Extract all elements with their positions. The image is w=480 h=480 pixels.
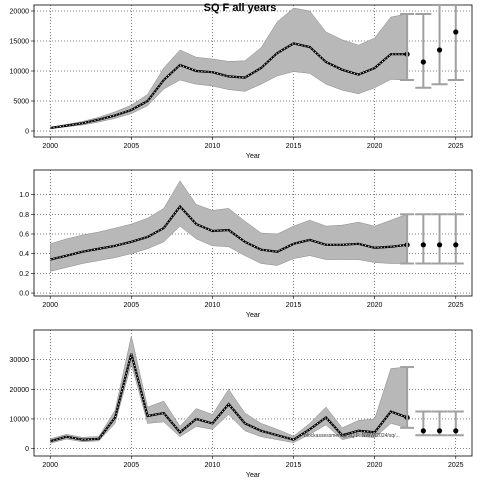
y-tick-label: 0.4 [19,251,29,258]
y-tick-label: 0.6 [19,231,29,238]
x-tick-label: 2000 [42,143,58,150]
x-axis-label: Year [246,472,261,479]
x-tick-label: 2010 [205,143,221,150]
projection-point [453,428,459,434]
y-tick-label: 15000 [10,39,30,46]
x-tick-label: 2015 [286,143,302,150]
y-tick-label: 0.0 [19,291,29,298]
x-tick-label: 2015 [286,462,302,469]
projection-point [436,242,443,248]
x-tick-label: 2005 [124,302,140,309]
chart-title: SQ F all years [204,2,277,14]
plot-frame [33,169,473,297]
y-tick-label: 20000 [10,9,30,16]
y-tick-label: 0.2 [19,271,29,278]
x-tick-label: 2010 [205,462,221,469]
estimate-line [50,42,408,130]
confidence-band [49,7,408,129]
x-tick-label: 2025 [448,462,464,469]
y-tick-label: 0 [25,446,29,453]
projection-point [453,242,459,248]
x-tick-label: 2020 [367,462,383,469]
y-tick-label: 5000 [13,99,29,106]
projection-point [453,29,459,35]
x-tick-label: 2005 [124,462,140,469]
x-axis-label: Year [246,153,261,160]
projection-point [436,47,443,53]
panel-annotation: blockassessment@SQ F: NWW/2024/sq/... [304,433,400,439]
y-tick-label: 10000 [10,69,30,76]
x-tick-label: 2010 [205,302,221,309]
plot-frame [33,329,473,457]
confidence-band [49,335,408,444]
panel-1: 2000 2005 2010 2015 2020 2025 0 5000 10000 15000 2… [10,4,473,160]
y-tick-label: 0 [25,129,29,136]
x-tick-label: 2025 [448,302,464,309]
x-tick-label: 2015 [286,302,302,309]
x-tick-label: 2000 [42,462,58,469]
projection-point [420,428,426,434]
panel-2: 2000 2005 2010 2015 2020 2025 0.0 0.2 0.4 0.6 0.8 1… [19,169,473,319]
projection-point [420,59,426,65]
y-tick-label: 20000 [10,387,30,394]
x-tick-label: 2020 [367,143,383,150]
estimate-line-dots [50,353,408,442]
projection-point [420,242,426,248]
x-tick-label: 2000 [42,302,58,309]
panel-3: 2000 2005 2010 2015 2020 2025 0 10000 20000 30000… [10,329,473,479]
y-tick-label: 1.0 [19,192,29,199]
x-tick-label: 2025 [448,143,464,150]
x-tick-label: 2020 [367,302,383,309]
estimate-line-dots [50,205,408,260]
y-tick-label: 10000 [10,416,30,423]
y-tick-label: 0.8 [19,212,29,219]
projection-point [436,428,443,434]
x-tick-label: 2005 [124,143,140,150]
x-axis-label: Year [246,312,261,319]
y-tick-label: 30000 [10,357,30,364]
